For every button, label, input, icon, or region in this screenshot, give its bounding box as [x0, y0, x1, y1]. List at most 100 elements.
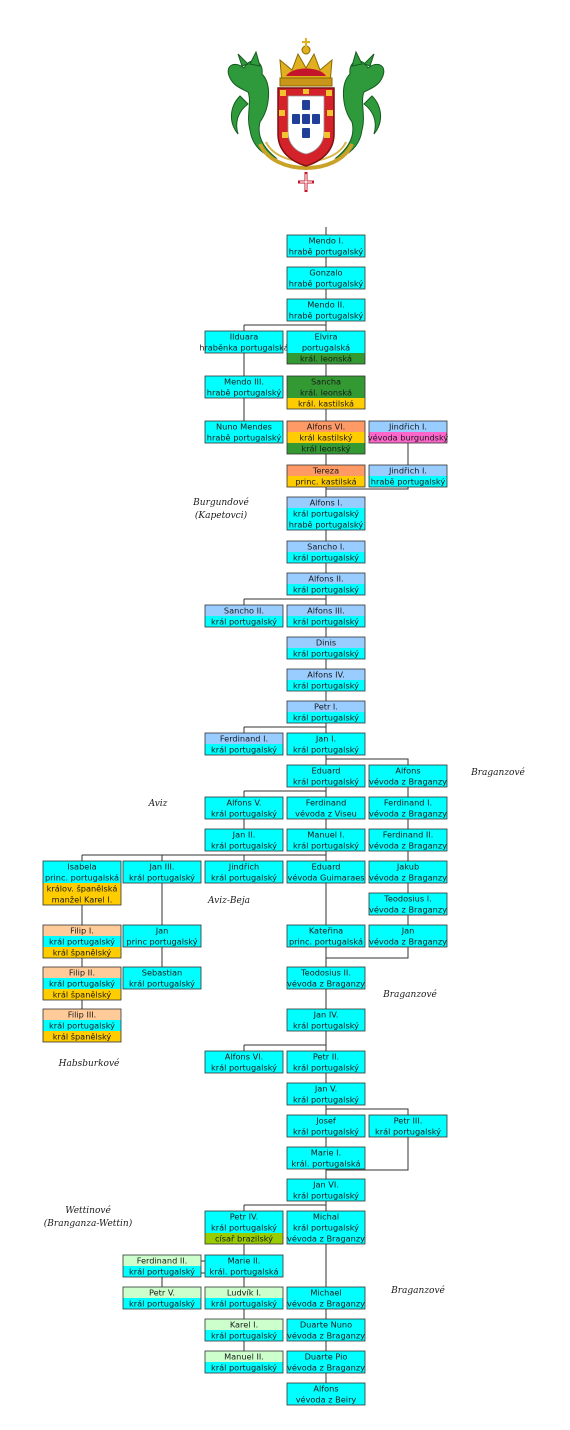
person-line-bg [287, 797, 365, 808]
house-label: Braganzové [470, 767, 525, 778]
person-line-bg [205, 1351, 283, 1362]
person-line-bg [287, 497, 365, 508]
person-line-bg [287, 387, 365, 398]
person-title: král kastilský [299, 433, 352, 443]
person-box-border [122, 966, 202, 990]
person-box: Ferdinand I.vévoda z Braganzy [368, 796, 448, 820]
person-box-border [286, 1146, 366, 1170]
person-box-border [286, 1210, 366, 1245]
person-line-bg [43, 967, 121, 978]
person-box: Mendo III.hrabě portugalský [204, 375, 284, 399]
person-box-border [368, 764, 448, 788]
person-box-border [204, 828, 284, 852]
person-box: Sancho I.král portugalský [286, 540, 366, 564]
person-title: hrabě portugalský [289, 520, 364, 530]
person-name: Mendo II. [307, 300, 345, 310]
person-name: Jindřich [228, 862, 259, 872]
person-name: Jan III. [148, 862, 174, 872]
person-line-bg [287, 1222, 365, 1233]
person-box-border [286, 604, 366, 628]
connector-line [326, 487, 409, 490]
person-line-bg [287, 465, 365, 476]
person-line-bg [123, 872, 201, 883]
person-line-bg [287, 519, 365, 530]
person-title: král. portugalská [292, 1159, 361, 1169]
person-line-bg [287, 353, 365, 364]
person-line-bg [287, 1094, 365, 1105]
person-name: Sancho I. [307, 542, 345, 552]
person-box: Jan I.král portugalský [286, 732, 366, 756]
person-line-bg [369, 808, 447, 819]
person-line-bg [287, 1287, 365, 1298]
person-line-bg [287, 552, 365, 563]
person-name: Sebastian [142, 968, 182, 978]
person-title: vévoda z Braganzy [369, 809, 447, 819]
person-line-bg [43, 989, 121, 1000]
person-line-bg [369, 936, 447, 947]
person-title: hraběnka portugalská [199, 343, 289, 353]
person-name: Jakub [396, 862, 419, 872]
person-name: Alfons V. [227, 798, 262, 808]
person-title: král španělský [53, 990, 112, 1000]
person-box: Petr V.král portugalský [122, 1286, 202, 1310]
person-box-border [286, 266, 366, 290]
person-line-bg [287, 246, 365, 257]
person-line-bg [205, 808, 283, 819]
person-box-border [204, 796, 284, 820]
person-box: Jan II.král portugalský [204, 828, 284, 852]
person-line-bg [369, 872, 447, 883]
person-box-border [286, 1382, 366, 1406]
person-line-bg [369, 925, 447, 936]
person-name: Josef [315, 1116, 337, 1126]
person-box-border [368, 420, 448, 444]
person-name: Sancha [311, 377, 341, 387]
person-name: Jan [155, 926, 169, 936]
person-line-bg [43, 861, 121, 872]
person-title: hrabě portugalský [207, 388, 282, 398]
house-label: Burgundové [192, 497, 249, 508]
person-box: Jindřich I.hrabě portugalský [368, 464, 448, 488]
person-title: vévoda z Braganzy [287, 1299, 365, 1309]
person-box: Jan III.král portugalský [122, 860, 202, 884]
person-name: Jan V. [314, 1084, 337, 1094]
person-box-border [286, 1178, 366, 1202]
person-line-bg [205, 872, 283, 883]
person-name: Jan IV. [313, 1010, 339, 1020]
person-name: Marie II. [228, 1256, 261, 1266]
person-line-bg [123, 1266, 201, 1277]
person-line-bg [287, 443, 365, 454]
person-line-bg [369, 893, 447, 904]
person-box: Petr III.král portugalský [368, 1114, 448, 1138]
person-title: hrabě portugalský [371, 477, 446, 487]
person-line-bg [287, 669, 365, 680]
person-line-bg [369, 840, 447, 851]
person-box: Jan V.král portugalský [286, 1082, 366, 1106]
person-line-bg [287, 637, 365, 648]
person-line-bg [287, 1383, 365, 1394]
person-title: král leonský [301, 444, 350, 454]
person-title: král. leonská [300, 388, 352, 398]
person-line-bg [369, 1115, 447, 1126]
person-box-border [286, 375, 366, 410]
person-title: hrabě portugalský [289, 247, 364, 257]
person-title: portugalská [302, 343, 350, 353]
person-line-bg [287, 584, 365, 595]
person-title: král španělský [53, 1032, 112, 1042]
person-name: Teodosius II. [300, 968, 351, 978]
person-line-bg [287, 1211, 365, 1222]
person-line-bg [287, 1298, 365, 1309]
person-name: Alfons II. [308, 574, 343, 584]
person-line-bg [287, 1330, 365, 1341]
person-name: Kateřina [309, 926, 343, 936]
person-box-border [286, 496, 366, 531]
person-line-bg [287, 541, 365, 552]
person-title: princ portugalský [126, 937, 197, 947]
house-label: Braganzové [382, 989, 437, 1000]
